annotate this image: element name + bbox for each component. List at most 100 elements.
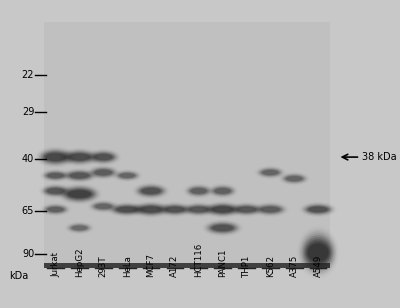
Ellipse shape bbox=[48, 207, 64, 212]
Ellipse shape bbox=[286, 176, 302, 181]
Ellipse shape bbox=[133, 202, 169, 217]
Ellipse shape bbox=[212, 186, 234, 196]
Ellipse shape bbox=[46, 172, 66, 179]
Ellipse shape bbox=[93, 153, 114, 161]
Ellipse shape bbox=[67, 223, 92, 233]
Ellipse shape bbox=[137, 185, 165, 197]
Ellipse shape bbox=[158, 203, 191, 216]
Ellipse shape bbox=[186, 185, 212, 197]
Ellipse shape bbox=[210, 224, 236, 232]
Ellipse shape bbox=[88, 150, 119, 164]
Ellipse shape bbox=[212, 206, 233, 213]
Text: 40: 40 bbox=[22, 154, 34, 164]
Ellipse shape bbox=[60, 185, 99, 203]
Ellipse shape bbox=[283, 175, 305, 183]
Ellipse shape bbox=[161, 204, 189, 215]
Ellipse shape bbox=[62, 187, 96, 201]
Ellipse shape bbox=[211, 186, 234, 196]
Ellipse shape bbox=[69, 154, 90, 160]
Text: kDa: kDa bbox=[10, 271, 29, 281]
Text: 38 kDa: 38 kDa bbox=[362, 152, 397, 162]
Text: A172: A172 bbox=[170, 255, 179, 277]
Ellipse shape bbox=[95, 170, 112, 175]
Ellipse shape bbox=[134, 203, 168, 216]
Ellipse shape bbox=[262, 169, 279, 176]
Ellipse shape bbox=[68, 172, 91, 180]
Ellipse shape bbox=[135, 184, 167, 198]
Ellipse shape bbox=[70, 225, 89, 231]
Ellipse shape bbox=[160, 204, 190, 215]
Text: K562: K562 bbox=[266, 255, 275, 277]
Ellipse shape bbox=[44, 186, 67, 196]
Ellipse shape bbox=[43, 152, 68, 163]
Text: THP1: THP1 bbox=[242, 255, 251, 277]
Ellipse shape bbox=[300, 231, 336, 274]
Ellipse shape bbox=[306, 205, 330, 213]
Ellipse shape bbox=[256, 204, 284, 215]
Ellipse shape bbox=[232, 204, 260, 215]
Ellipse shape bbox=[237, 207, 256, 212]
Ellipse shape bbox=[210, 185, 235, 197]
Ellipse shape bbox=[208, 223, 237, 233]
Ellipse shape bbox=[303, 204, 333, 215]
Ellipse shape bbox=[231, 204, 262, 215]
Ellipse shape bbox=[206, 203, 239, 216]
Ellipse shape bbox=[282, 174, 306, 183]
Ellipse shape bbox=[208, 204, 237, 215]
Ellipse shape bbox=[187, 205, 210, 213]
Ellipse shape bbox=[190, 188, 208, 194]
Ellipse shape bbox=[47, 206, 64, 213]
Ellipse shape bbox=[39, 149, 72, 165]
Ellipse shape bbox=[163, 205, 187, 213]
Ellipse shape bbox=[234, 205, 259, 214]
Text: 293T: 293T bbox=[99, 256, 108, 277]
Ellipse shape bbox=[140, 187, 162, 195]
Ellipse shape bbox=[62, 149, 97, 165]
Ellipse shape bbox=[212, 225, 233, 231]
Ellipse shape bbox=[138, 205, 164, 214]
Ellipse shape bbox=[116, 171, 138, 180]
Ellipse shape bbox=[205, 221, 240, 235]
Ellipse shape bbox=[308, 207, 328, 212]
Ellipse shape bbox=[41, 151, 70, 164]
Ellipse shape bbox=[205, 202, 240, 217]
Ellipse shape bbox=[302, 203, 334, 216]
Text: MCF7: MCF7 bbox=[146, 253, 156, 277]
Ellipse shape bbox=[285, 176, 303, 182]
Bar bbox=[44, 22, 330, 268]
Ellipse shape bbox=[119, 173, 136, 178]
Ellipse shape bbox=[187, 186, 210, 196]
Ellipse shape bbox=[306, 241, 330, 264]
Ellipse shape bbox=[189, 187, 209, 195]
Ellipse shape bbox=[67, 189, 92, 199]
Ellipse shape bbox=[258, 205, 282, 213]
Ellipse shape bbox=[43, 186, 68, 196]
Ellipse shape bbox=[40, 150, 71, 164]
Ellipse shape bbox=[94, 169, 113, 176]
Ellipse shape bbox=[68, 190, 91, 198]
Ellipse shape bbox=[94, 154, 112, 160]
Ellipse shape bbox=[215, 188, 230, 194]
Text: HeLa: HeLa bbox=[123, 255, 132, 277]
Text: HepG2: HepG2 bbox=[75, 248, 84, 277]
Ellipse shape bbox=[185, 204, 213, 215]
Ellipse shape bbox=[45, 172, 66, 180]
Ellipse shape bbox=[46, 206, 66, 213]
Ellipse shape bbox=[68, 153, 91, 161]
Bar bbox=[44, 263, 330, 268]
Ellipse shape bbox=[93, 168, 114, 176]
Text: A375: A375 bbox=[290, 255, 299, 277]
Ellipse shape bbox=[140, 206, 162, 213]
Ellipse shape bbox=[113, 205, 141, 214]
Ellipse shape bbox=[38, 148, 74, 166]
Ellipse shape bbox=[188, 206, 209, 213]
Ellipse shape bbox=[43, 204, 68, 215]
Text: A549: A549 bbox=[314, 255, 322, 277]
Ellipse shape bbox=[48, 173, 64, 178]
Ellipse shape bbox=[142, 188, 160, 194]
Ellipse shape bbox=[89, 151, 118, 164]
Ellipse shape bbox=[206, 221, 239, 234]
Ellipse shape bbox=[137, 204, 165, 215]
Ellipse shape bbox=[66, 171, 92, 180]
Ellipse shape bbox=[110, 204, 144, 215]
